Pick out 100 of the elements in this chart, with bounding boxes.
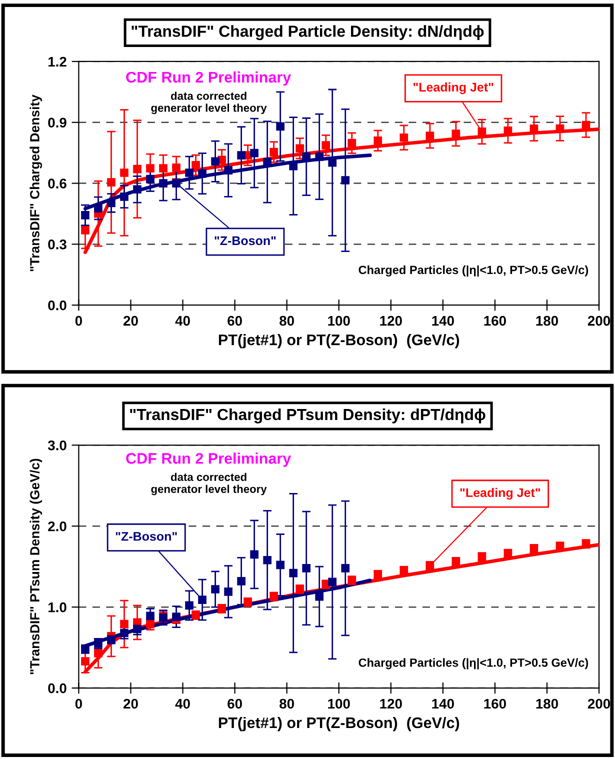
point — [315, 152, 324, 161]
x-tick-label: 40 — [175, 316, 190, 326]
chart-title: "TransDIF" Charged PTsum Density: dPT/dηdϕ — [130, 408, 486, 424]
x-tick-label: 80 — [280, 698, 294, 709]
point — [250, 148, 258, 158]
point — [348, 138, 356, 148]
point — [276, 560, 284, 570]
x-axis-title: PT(jet#1) or PT(Z-Boson) (GeV/c) — [218, 334, 460, 348]
point — [341, 564, 350, 572]
x-tick-label: 60 — [228, 698, 242, 709]
x-tick-label: 0 — [75, 316, 82, 326]
annotation: CDF Run 2 Preliminary — [126, 71, 292, 86]
point — [322, 141, 330, 150]
x-tick-label: 60 — [228, 316, 242, 326]
point — [315, 592, 324, 601]
x-tick-label: 0 — [75, 698, 82, 709]
point — [120, 168, 128, 177]
point — [296, 144, 304, 153]
point — [276, 122, 284, 131]
point — [237, 577, 246, 586]
annotation: Charged Particles (|η|<1.0, PT>0.5 GeV/c) — [358, 658, 588, 670]
point — [341, 176, 350, 184]
x-tick-label: 100 — [328, 316, 350, 326]
point — [374, 136, 382, 145]
y-tick-label: 1.2 — [48, 56, 66, 67]
point — [146, 612, 154, 620]
point — [159, 164, 168, 172]
point — [478, 552, 486, 562]
text: "Leading Jet" — [414, 82, 494, 94]
x-tick-label: 100 — [328, 698, 350, 709]
point — [452, 130, 460, 138]
x-tick-label: 20 — [124, 316, 138, 326]
point — [120, 620, 128, 628]
point — [198, 596, 206, 604]
y-tick-label: 0.0 — [48, 300, 66, 310]
x-tick-label: 20 — [124, 698, 138, 709]
x-tick-label: 140 — [432, 316, 454, 326]
annotation: CDF Run 2 Preliminary — [126, 452, 292, 467]
point — [107, 198, 116, 208]
text: "Z-Boson" — [116, 532, 177, 541]
x-tick-label: 160 — [484, 698, 506, 709]
point — [270, 592, 278, 601]
y-axis-title: "TransDIF" PTsum Density (GeV/c) — [30, 458, 42, 674]
point — [426, 132, 434, 140]
point — [198, 169, 206, 178]
x-tick-label: 80 — [280, 316, 294, 326]
point — [478, 128, 486, 136]
point — [120, 192, 128, 201]
point — [224, 588, 232, 596]
point — [172, 612, 180, 621]
y-tick-label: 3.0 — [48, 440, 66, 450]
point — [146, 164, 154, 172]
y-tick-label: 0.6 — [48, 178, 66, 188]
point — [185, 168, 194, 177]
point — [400, 133, 408, 142]
chart-title: "TransDIF" Charged Particle Density: dN/dηdϕ — [132, 25, 484, 40]
x-tick-label: 120 — [380, 698, 402, 709]
point — [211, 585, 220, 594]
point — [270, 148, 278, 156]
point — [263, 556, 272, 564]
point — [224, 166, 232, 174]
y-tick-label: 0.9 — [48, 118, 66, 128]
point — [133, 164, 142, 174]
point — [94, 204, 102, 212]
text: "Z-Boson" — [214, 236, 276, 246]
x-tick-label: 180 — [536, 698, 558, 709]
x-tick-label: 200 — [588, 698, 610, 709]
point — [244, 598, 252, 606]
y-tick-label: 0.3 — [48, 240, 66, 250]
point — [348, 576, 356, 585]
point — [172, 164, 180, 172]
point — [107, 178, 116, 186]
x-tick-label: 120 — [380, 316, 402, 326]
annotation: data corrected generator level theory — [151, 92, 267, 114]
point — [452, 558, 460, 566]
point — [159, 179, 168, 188]
point — [322, 580, 330, 589]
y-tick-label: 1.0 — [48, 602, 66, 612]
x-axis-title: PT(jet#1) or PT(Z-Boson) (GeV/c) — [218, 716, 460, 732]
annotation: data corrected generator level theory — [151, 472, 267, 496]
point — [237, 151, 246, 160]
x-tick-label: 180 — [536, 316, 558, 326]
point — [582, 540, 590, 548]
point — [185, 601, 194, 610]
point — [94, 649, 102, 658]
point — [289, 568, 298, 578]
y-axis-title: "TransDIF" Charged Density — [30, 94, 42, 272]
y-tick-label: 2.0 — [48, 521, 66, 532]
point — [211, 157, 220, 166]
point — [146, 174, 154, 184]
x-tick-label: 200 — [588, 316, 610, 326]
x-tick-label: 140 — [432, 698, 454, 709]
point — [192, 161, 200, 170]
x-tick-label: 40 — [175, 698, 190, 709]
point — [250, 550, 258, 559]
point — [530, 124, 538, 133]
point — [302, 564, 311, 572]
point — [582, 120, 590, 130]
point — [328, 578, 337, 586]
point — [172, 179, 180, 188]
